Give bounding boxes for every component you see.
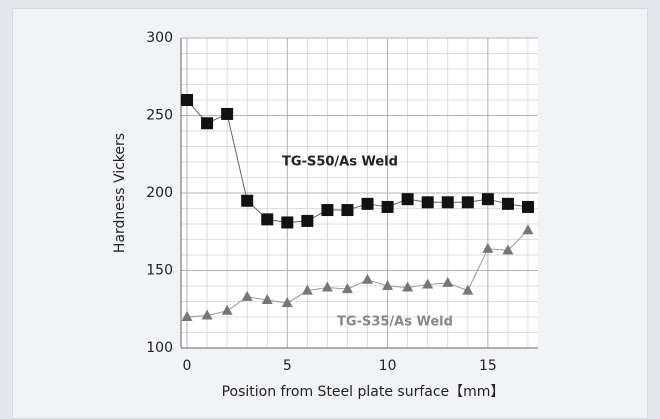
marker xyxy=(201,117,214,130)
marker xyxy=(362,273,374,284)
marker xyxy=(442,276,454,287)
y-axis-label: Hardness Vickers xyxy=(112,133,128,253)
marker xyxy=(381,200,394,213)
marker xyxy=(502,244,514,255)
marker xyxy=(341,283,353,294)
marker xyxy=(522,224,534,235)
series-label: TG-S50/As Weld xyxy=(282,155,398,170)
y-tick-label: 200 xyxy=(146,185,173,201)
marker xyxy=(301,284,313,295)
marker xyxy=(261,293,273,304)
series-label: TG-S35/As Weld xyxy=(337,315,453,330)
marker xyxy=(481,193,494,206)
marker xyxy=(421,196,434,209)
marker xyxy=(181,311,193,321)
marker xyxy=(321,281,333,292)
marker xyxy=(301,214,314,227)
marker xyxy=(201,309,213,320)
y-tick-label: 300 xyxy=(146,30,173,46)
x-tick-label: 10 xyxy=(379,358,397,374)
x-tick-label: 15 xyxy=(479,358,497,374)
marker xyxy=(462,284,474,295)
y-tick-label: 250 xyxy=(146,108,173,124)
x-tick-label: 5 xyxy=(283,358,292,374)
y-tick-label: 100 xyxy=(146,340,173,356)
x-axis-label: Position from Steel plate surface【mm】 xyxy=(222,384,505,400)
marker xyxy=(221,304,233,315)
marker xyxy=(521,200,534,213)
x-tick-label: 0 xyxy=(183,358,192,374)
marker xyxy=(401,193,414,206)
marker xyxy=(341,204,354,217)
marker xyxy=(181,94,194,106)
marker xyxy=(281,216,294,229)
marker xyxy=(382,280,394,290)
marker xyxy=(461,196,474,209)
marker xyxy=(441,196,454,209)
marker xyxy=(482,242,494,253)
marker xyxy=(422,278,434,289)
marker xyxy=(402,281,414,292)
marker xyxy=(281,297,293,308)
marker xyxy=(321,204,334,217)
y-tick-label: 150 xyxy=(146,263,173,279)
marker xyxy=(361,197,374,210)
marker xyxy=(241,290,253,301)
marker xyxy=(241,194,254,207)
marker xyxy=(221,107,234,120)
marker xyxy=(501,197,514,210)
marker xyxy=(261,213,274,226)
